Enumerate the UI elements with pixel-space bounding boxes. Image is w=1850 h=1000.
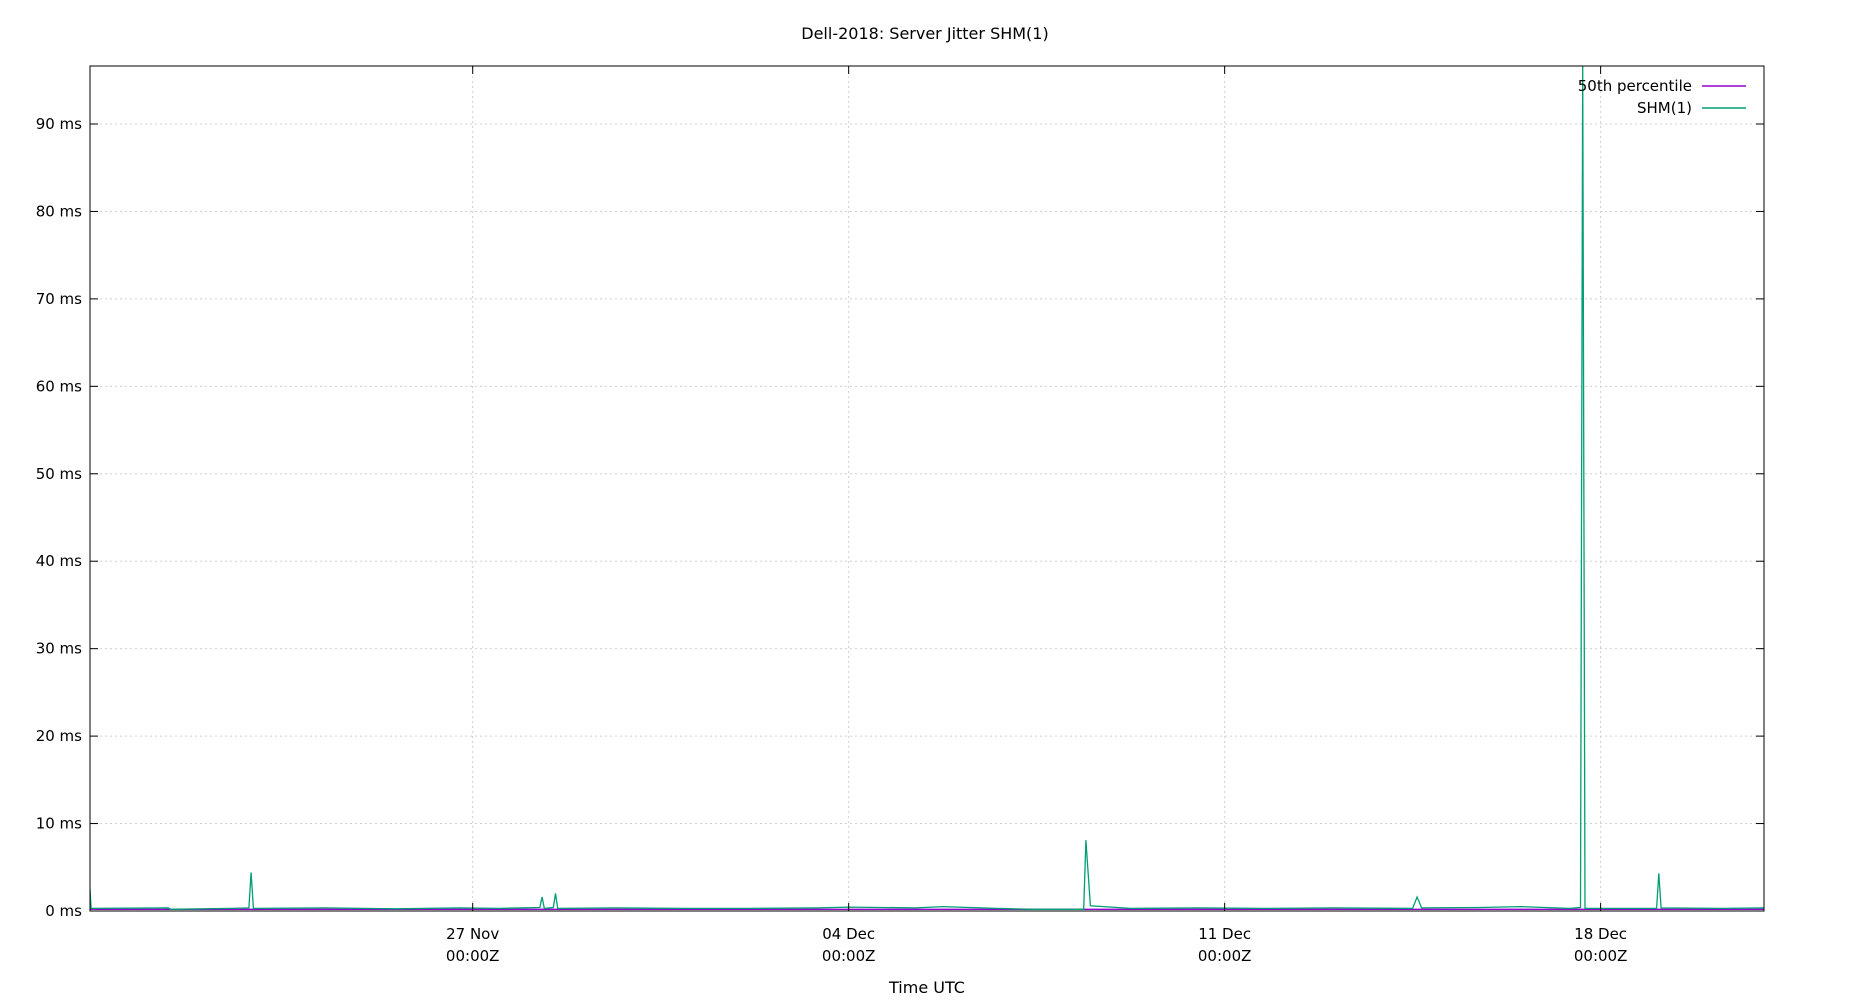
x-tick-label-date: 11 Dec (1198, 925, 1251, 943)
x-tick-label-date: 18 Dec (1574, 925, 1627, 943)
y-tick-label: 80 ms (36, 202, 82, 220)
x-axis-label: Time UTC (888, 978, 965, 997)
x-tick-label-date: 27 Nov (446, 925, 499, 943)
series-line-shm1 (90, 66, 1764, 910)
x-tick-label-time: 00:00Z (1198, 947, 1252, 965)
series-layer (90, 66, 1764, 910)
y-axis: 0 ms 10 ms 20 ms 30 ms 40 ms 50 ms 60 ms 70 ms 8… (36, 115, 1764, 920)
x-tick-label-time: 00:00Z (1574, 947, 1628, 965)
y-tick-label: 10 ms (36, 815, 82, 833)
x-tick-label-date: 04 Dec (822, 925, 875, 943)
y-tick-label: 30 ms (36, 640, 82, 658)
y-tick-label: 20 ms (36, 727, 82, 745)
y-tick-label: 0 ms (45, 902, 82, 920)
plot-frame (89, 65, 1765, 912)
grid-lines (90, 66, 1764, 911)
x-axis: 27 Nov 00:00Z 04 Dec 00:00Z 11 Dec 00:00Z 18 D… (446, 66, 1627, 965)
legend-label-shm1: SHM(1) (1637, 99, 1692, 117)
x-tick-label-time: 00:00Z (446, 947, 500, 965)
chart-title: Dell-2018: Server Jitter SHM(1) (801, 24, 1048, 43)
y-tick-label: 60 ms (36, 377, 82, 395)
x-tick-label-time: 00:00Z (822, 947, 876, 965)
legend: 50th percentile SHM(1) (1578, 77, 1746, 117)
y-tick-label: 40 ms (36, 552, 82, 570)
legend-label-50th-percentile: 50th percentile (1578, 77, 1692, 95)
y-tick-label: 70 ms (36, 290, 82, 308)
y-tick-label: 90 ms (36, 115, 82, 133)
y-tick-label: 50 ms (36, 465, 82, 483)
